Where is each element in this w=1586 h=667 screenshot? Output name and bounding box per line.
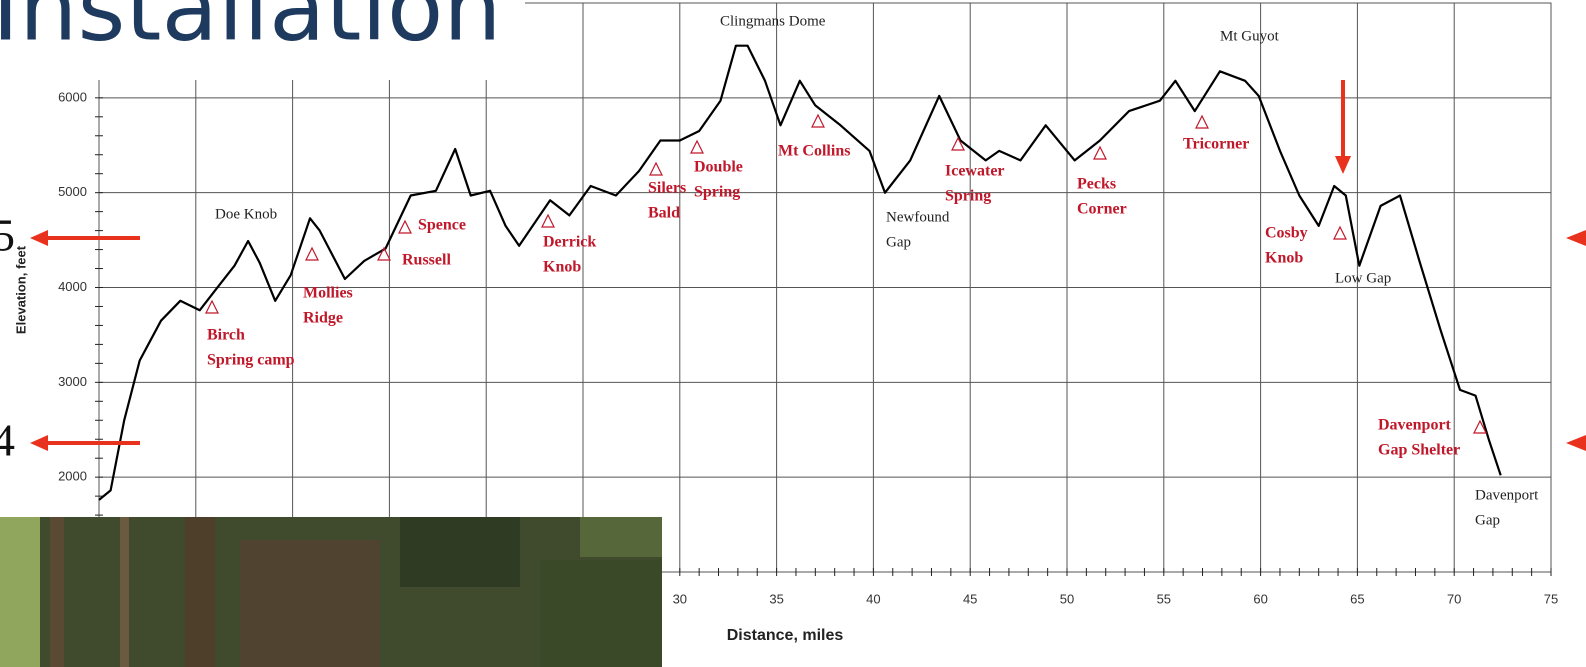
x-tick-label: 45 bbox=[963, 591, 977, 606]
y-tick-label: 3000 bbox=[58, 374, 87, 389]
page: 2000300040005000600051015202530354045505… bbox=[0, 0, 1586, 667]
annotation: Corner bbox=[1077, 201, 1127, 218]
x-tick-label: 70 bbox=[1447, 591, 1461, 606]
annotation: Mt Guyot bbox=[1220, 28, 1280, 44]
x-tick-label: 35 bbox=[769, 591, 783, 606]
annotation: Double bbox=[694, 159, 743, 176]
photo bbox=[0, 517, 662, 667]
x-axis-label: Distance, miles bbox=[727, 627, 844, 644]
annotation: Gap bbox=[886, 234, 911, 250]
annotation: Spring bbox=[694, 184, 740, 201]
annotation: Pecks bbox=[1077, 176, 1116, 193]
annotation: Birch bbox=[207, 327, 245, 344]
x-tick-label: 60 bbox=[1253, 591, 1267, 606]
annotation: Cosby bbox=[1265, 225, 1308, 242]
annotation: Mollies bbox=[303, 285, 353, 302]
annotation: Knob bbox=[1265, 250, 1303, 267]
side-label: 4 bbox=[0, 415, 15, 466]
y-tick-label: 5000 bbox=[58, 184, 87, 199]
annotation: Spring bbox=[945, 188, 991, 205]
x-tick-label: 50 bbox=[1060, 591, 1074, 606]
annotation: Bald bbox=[648, 205, 680, 222]
annotation: Gap Shelter bbox=[1378, 442, 1460, 459]
y-axis-label: Elevation, feet bbox=[13, 245, 28, 334]
annotation: Low Gap bbox=[1335, 270, 1391, 286]
x-tick-label: 65 bbox=[1350, 591, 1364, 606]
annotation: Davenport bbox=[1378, 417, 1452, 434]
annotation: Clingmans Dome bbox=[720, 13, 826, 29]
annotation: Davenport bbox=[1475, 487, 1539, 503]
y-tick-label: 4000 bbox=[58, 279, 87, 294]
annotation: Derrick bbox=[543, 234, 596, 251]
annotation: Doe Knob bbox=[215, 206, 277, 222]
annotation: Mt Collins bbox=[778, 143, 850, 160]
annotation: Icewater bbox=[945, 163, 1005, 180]
annotation: Spence bbox=[418, 217, 466, 234]
y-tick-label: 2000 bbox=[58, 469, 87, 484]
annotation: Newfound bbox=[886, 209, 950, 225]
slide-title: Installation bbox=[0, 0, 502, 61]
x-tick-label: 30 bbox=[673, 591, 687, 606]
annotation: Gap bbox=[1475, 512, 1500, 528]
x-tick-label: 55 bbox=[1157, 591, 1171, 606]
side-label: 5 bbox=[0, 210, 15, 261]
annotation: Silers bbox=[648, 180, 686, 197]
annotation: Ridge bbox=[303, 310, 343, 327]
x-tick-label: 75 bbox=[1544, 591, 1558, 606]
annotation: Knob bbox=[543, 259, 581, 276]
annotation: Spring camp bbox=[207, 352, 295, 369]
annotation: Tricorner bbox=[1183, 136, 1249, 153]
x-tick-label: 40 bbox=[866, 591, 880, 606]
slide: 2000300040005000600051015202530354045505… bbox=[0, 0, 1586, 667]
annotation: Russell bbox=[402, 252, 451, 269]
y-tick-label: 6000 bbox=[58, 89, 87, 104]
